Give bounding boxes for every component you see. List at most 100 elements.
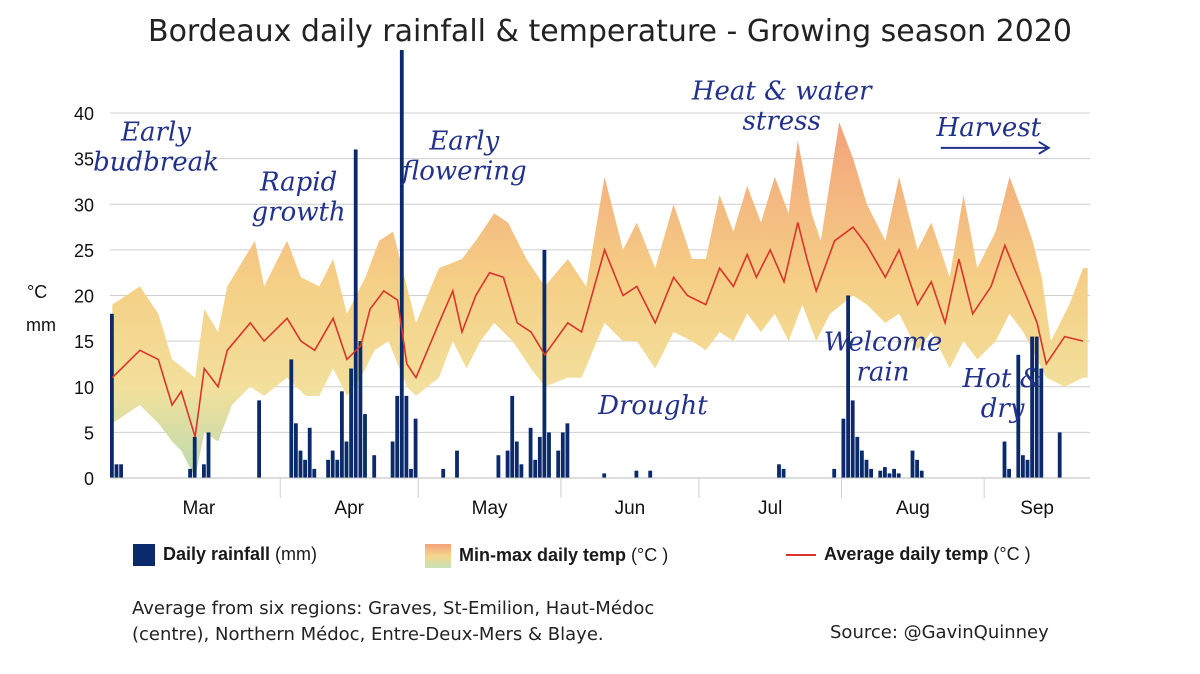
- rain-bar: [832, 468, 837, 478]
- rain-bar: [1016, 354, 1021, 478]
- legend-band: Min-max daily temp (°C ): [425, 544, 668, 568]
- y-tick-label: 5: [84, 423, 94, 443]
- rain-bar: [312, 468, 317, 478]
- rain-bar: [192, 436, 197, 478]
- rain-bar: [860, 450, 864, 478]
- annotation-text: rain: [857, 357, 910, 387]
- rainfall-bars: [110, 50, 1062, 479]
- legend-band-swatch: [425, 544, 451, 568]
- rain-bar: [202, 464, 206, 478]
- rain-bar: [892, 468, 896, 478]
- y-tick-label: 10: [74, 378, 94, 398]
- rain-bar: [330, 450, 335, 478]
- rain-bar: [841, 418, 846, 478]
- rain-bar: [1007, 468, 1011, 478]
- rain-bar: [519, 464, 524, 478]
- y-unit-mm: mm: [26, 315, 56, 335]
- x-axis: Mar Apr May Jun Jul Aug Sep: [110, 477, 1090, 519]
- footnote-line-2: (centre), Northern Médoc, Entre-Deux-Mer…: [132, 624, 604, 645]
- rain-bar: [565, 423, 570, 479]
- footnote-line-1: Average from six regions: Graves, St-Emi…: [132, 598, 655, 619]
- rain-bar: [399, 50, 404, 478]
- rain-bar: [1039, 368, 1044, 478]
- footnote: Average from six regions: Graves, St-Emi…: [132, 596, 654, 648]
- rain-bar: [547, 432, 551, 478]
- rain-bar: [326, 459, 330, 479]
- rain-bar: [505, 450, 510, 478]
- rain-bar: [556, 450, 561, 478]
- chart-title: Bordeaux daily rainfall & temperature - …: [147, 14, 1073, 49]
- rain-bar: [1057, 432, 1062, 478]
- month-label: Sep: [1020, 498, 1054, 519]
- annotation-text: Drought: [597, 391, 708, 421]
- rain-bar: [335, 459, 340, 479]
- rain-bar: [353, 149, 358, 478]
- rain-bar: [413, 418, 418, 478]
- y-tick-label: 35: [74, 150, 94, 170]
- rain-bar: [363, 414, 367, 478]
- month-label: Aug: [896, 498, 930, 519]
- rain-bar: [919, 470, 924, 478]
- rain-bar: [533, 459, 538, 479]
- annotation-text: dry: [981, 394, 1025, 424]
- rain-bar: [896, 473, 901, 478]
- source-credit: Source: @GavinQuinney: [830, 622, 1049, 643]
- rain-bar: [496, 455, 501, 478]
- rain-bar: [344, 441, 349, 478]
- rain-bar: [1021, 455, 1025, 478]
- rain-bar: [1025, 459, 1030, 479]
- legend-rain: Daily rainfall (mm): [133, 544, 317, 567]
- rain-bar: [883, 467, 887, 478]
- rain-bar: [510, 395, 515, 478]
- legend-avg-swatch: [786, 554, 816, 557]
- month-label: Jun: [615, 498, 646, 519]
- annotation-text: Welcome: [824, 327, 943, 357]
- legend-avg-label: Average daily temp: [824, 544, 989, 564]
- month-label: Jul: [758, 498, 782, 519]
- rain-bar: [114, 464, 119, 478]
- rain-bar: [409, 468, 413, 478]
- annotations: EarlybudbreakRapidgrowthEarlyfloweringHe…: [93, 76, 1051, 424]
- rain-bar: [602, 473, 607, 478]
- legend-avg: Average daily temp (°C ): [786, 544, 1031, 565]
- rain-bar: [864, 459, 869, 479]
- annotation-text: growth: [252, 198, 346, 228]
- rain-bar: [528, 427, 533, 478]
- rain-bar: [257, 400, 261, 478]
- y-tick-label: 0: [84, 469, 94, 489]
- y-tick-label: 40: [74, 104, 94, 124]
- month-label: Mar: [183, 498, 216, 519]
- rain-bar: [1034, 336, 1039, 478]
- rain-bar: [119, 464, 123, 478]
- rain-bar: [298, 450, 303, 478]
- rain-bar: [307, 427, 312, 478]
- legend-band-unit: (°C ): [626, 544, 669, 565]
- annotation-text: Hot &: [962, 364, 1043, 394]
- y-tick-label: 20: [74, 287, 94, 307]
- rain-bar: [537, 436, 542, 478]
- rain-bar: [850, 400, 855, 478]
- rain-bar: [855, 436, 860, 478]
- rain-bar: [560, 432, 565, 478]
- rain-bar: [514, 441, 519, 478]
- rain-bar: [781, 468, 786, 478]
- rain-bar: [294, 423, 298, 479]
- rain-bar: [404, 395, 409, 478]
- rain-bar: [206, 432, 211, 478]
- rain-bar: [1002, 441, 1007, 478]
- y-tick-label: 15: [74, 332, 94, 352]
- annotation-text: budbreak: [93, 147, 219, 177]
- rain-bar: [1030, 336, 1034, 478]
- rain-bar: [372, 455, 377, 478]
- legend-avg-unit: (°C ): [988, 544, 1031, 564]
- annotation-text: stress: [743, 106, 821, 136]
- rain-bar: [846, 295, 850, 478]
- legend-rain-label: Daily rainfall: [163, 544, 271, 564]
- average-temp-line: [111, 222, 1084, 438]
- rain-bar: [915, 459, 919, 479]
- rain-bar: [542, 249, 547, 478]
- rain-bar: [441, 468, 446, 478]
- rain-bar: [777, 464, 781, 478]
- annotation-text: Harvest: [936, 113, 1042, 143]
